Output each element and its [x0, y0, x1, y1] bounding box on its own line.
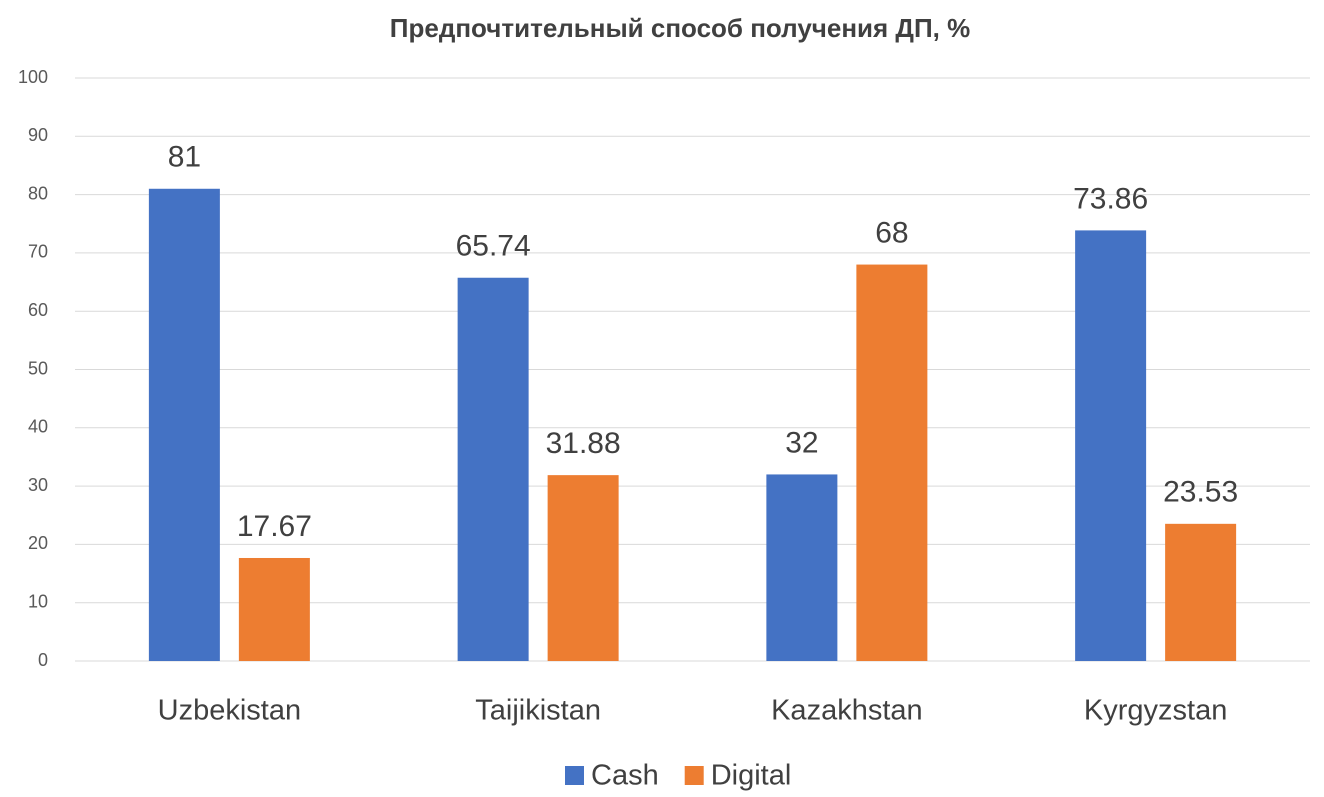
data-label: 65.74	[456, 230, 531, 263]
legend-swatch	[565, 766, 584, 785]
x-tick-label: Kyrgyzstan	[1084, 695, 1227, 727]
bar	[1165, 523, 1237, 661]
legend-label: Cash	[591, 760, 659, 792]
x-tick-label: Taijikistan	[475, 695, 601, 727]
data-label: 31.88	[546, 427, 621, 460]
bar	[766, 474, 838, 661]
chart-title: Предпочтительный способ получения ДП, %	[390, 13, 970, 43]
y-tick-label: 80	[28, 183, 48, 203]
bar	[238, 557, 310, 661]
data-label: 23.53	[1163, 476, 1238, 509]
bar	[1075, 230, 1147, 662]
y-tick-label: 40	[28, 417, 48, 437]
y-tick-label: 100	[18, 67, 48, 87]
y-tick-label: 70	[28, 242, 48, 262]
y-tick-label: 50	[28, 358, 48, 378]
y-tick-label: 10	[28, 591, 48, 611]
y-tick-label: 20	[28, 533, 48, 553]
bar	[148, 188, 220, 661]
y-tick-label: 0	[38, 650, 48, 670]
bar	[856, 264, 928, 661]
x-tick-label: Uzbekistan	[158, 695, 301, 727]
y-tick-label: 30	[28, 475, 48, 495]
data-label: 32	[785, 426, 818, 459]
y-tick-label: 90	[28, 125, 48, 145]
y-tick-label: 60	[28, 300, 48, 320]
legend-swatch	[684, 766, 704, 785]
data-label: 17.67	[237, 510, 312, 543]
bar	[547, 475, 619, 661]
bar	[457, 277, 529, 661]
legend-label: Digital	[711, 760, 792, 792]
x-tick-label: Kazakhstan	[771, 695, 923, 727]
data-label: 73.86	[1073, 182, 1148, 215]
data-label: 81	[168, 141, 201, 174]
data-label: 68	[875, 216, 908, 249]
